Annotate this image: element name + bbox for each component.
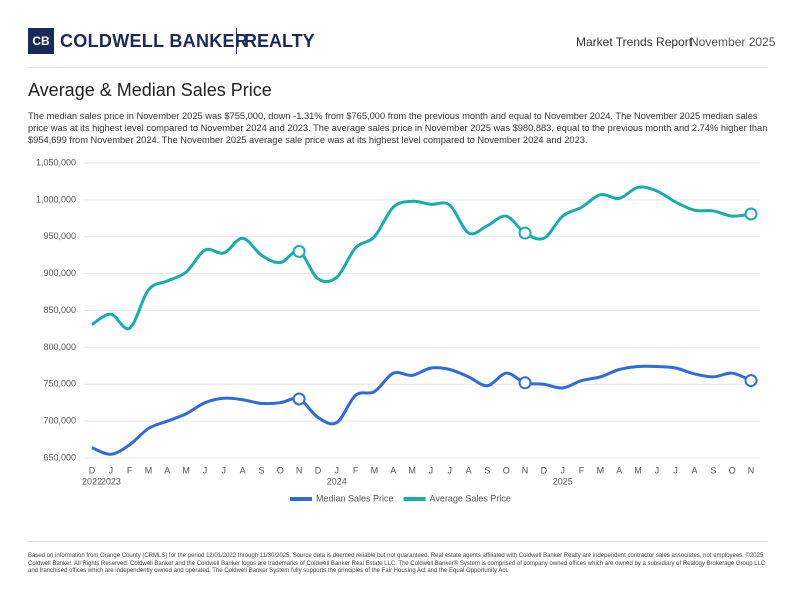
footer: Based on information from Orange County … <box>28 553 766 574</box>
point-marker <box>292 245 306 258</box>
x-tick-label: J <box>203 465 208 475</box>
brand-suffix: REALTY <box>244 31 315 51</box>
x-tick-label: A <box>164 465 170 475</box>
x-tick-label: J <box>222 465 227 475</box>
x-tick-label: M <box>182 465 190 475</box>
x-tick-label: J <box>109 465 114 475</box>
x-tick-label: D <box>541 465 548 475</box>
point-marker <box>518 226 532 240</box>
x-tick-label: M <box>597 465 605 475</box>
x-tick-label: J <box>560 465 565 475</box>
x-tick-label: S <box>710 465 716 475</box>
year-label: 2024 <box>327 476 347 486</box>
series-line <box>91 364 752 456</box>
year-label: 2023 <box>101 476 121 486</box>
x-tick-label: O <box>503 465 510 475</box>
y-tick-label: 750,000 <box>43 379 76 389</box>
x-tick-label: S <box>484 465 490 475</box>
y-tick-label: 700,000 <box>43 416 76 426</box>
y-tick-label: 650,000 <box>43 452 76 462</box>
y-tick-label: 850,000 <box>43 305 76 315</box>
x-tick-label: O <box>729 465 736 475</box>
x-tick-label: A <box>466 465 472 475</box>
x-tick-label: J <box>673 465 678 475</box>
report-name: Market Trends Report <box>576 35 693 49</box>
x-tick-label: O <box>277 465 284 475</box>
x-tick-label: F <box>127 465 133 475</box>
x-tick-label: D <box>89 465 96 475</box>
x-tick-label: S <box>258 465 264 475</box>
x-tick-label: F <box>353 465 359 475</box>
title: Average & Median Sales Price <box>28 80 272 100</box>
x-tick-label: J <box>655 465 660 475</box>
x-tick-label: M <box>371 465 379 475</box>
logo-divider <box>236 28 237 54</box>
brand: COLDWELL BANKER <box>60 31 249 51</box>
series-line <box>91 185 752 331</box>
x-tick-label: A <box>692 465 698 475</box>
chart: 650,000 700,000 750,000 800,000 850,000 900,0… <box>36 157 760 503</box>
y-tick-label: 1,000,000 <box>36 194 76 204</box>
x-tick-label: A <box>616 465 622 475</box>
x-tick-label: A <box>390 465 396 475</box>
x-tick-label: N <box>748 465 755 475</box>
legend-label: Median Sales Price <box>316 493 394 503</box>
description: The median sales price in November 2025 … <box>28 111 768 145</box>
report-date: November 2025 <box>690 35 776 49</box>
header-rule <box>28 67 768 68</box>
legend-label: Average Sales Price <box>430 493 511 503</box>
x-tick-label: J <box>429 465 434 475</box>
y-tick-label: 1,050,000 <box>36 157 76 167</box>
x-tick-label: M <box>634 465 642 475</box>
point-marker <box>744 207 758 221</box>
y-tick-label: 800,000 <box>43 342 76 352</box>
x-tick-label: J <box>447 465 452 475</box>
year-label: 2022 <box>82 476 102 486</box>
point-marker <box>744 374 758 388</box>
x-tick-label: M <box>145 465 153 475</box>
logo-mark: CB <box>28 28 54 54</box>
x-tick-label: J <box>335 465 340 475</box>
point-marker <box>292 392 306 406</box>
y-tick-label: 950,000 <box>43 231 76 241</box>
y-tick-label: 900,000 <box>43 268 76 278</box>
footer-rule <box>28 541 768 542</box>
x-tick-label: M <box>408 465 416 475</box>
x-tick-label: F <box>579 465 585 475</box>
x-tick-label: A <box>240 465 246 475</box>
x-tick-label: N <box>296 465 303 475</box>
x-tick-label: N <box>522 465 529 475</box>
year-label: 2025 <box>553 476 573 486</box>
x-tick-label: D <box>315 465 322 475</box>
point-marker <box>518 376 532 390</box>
